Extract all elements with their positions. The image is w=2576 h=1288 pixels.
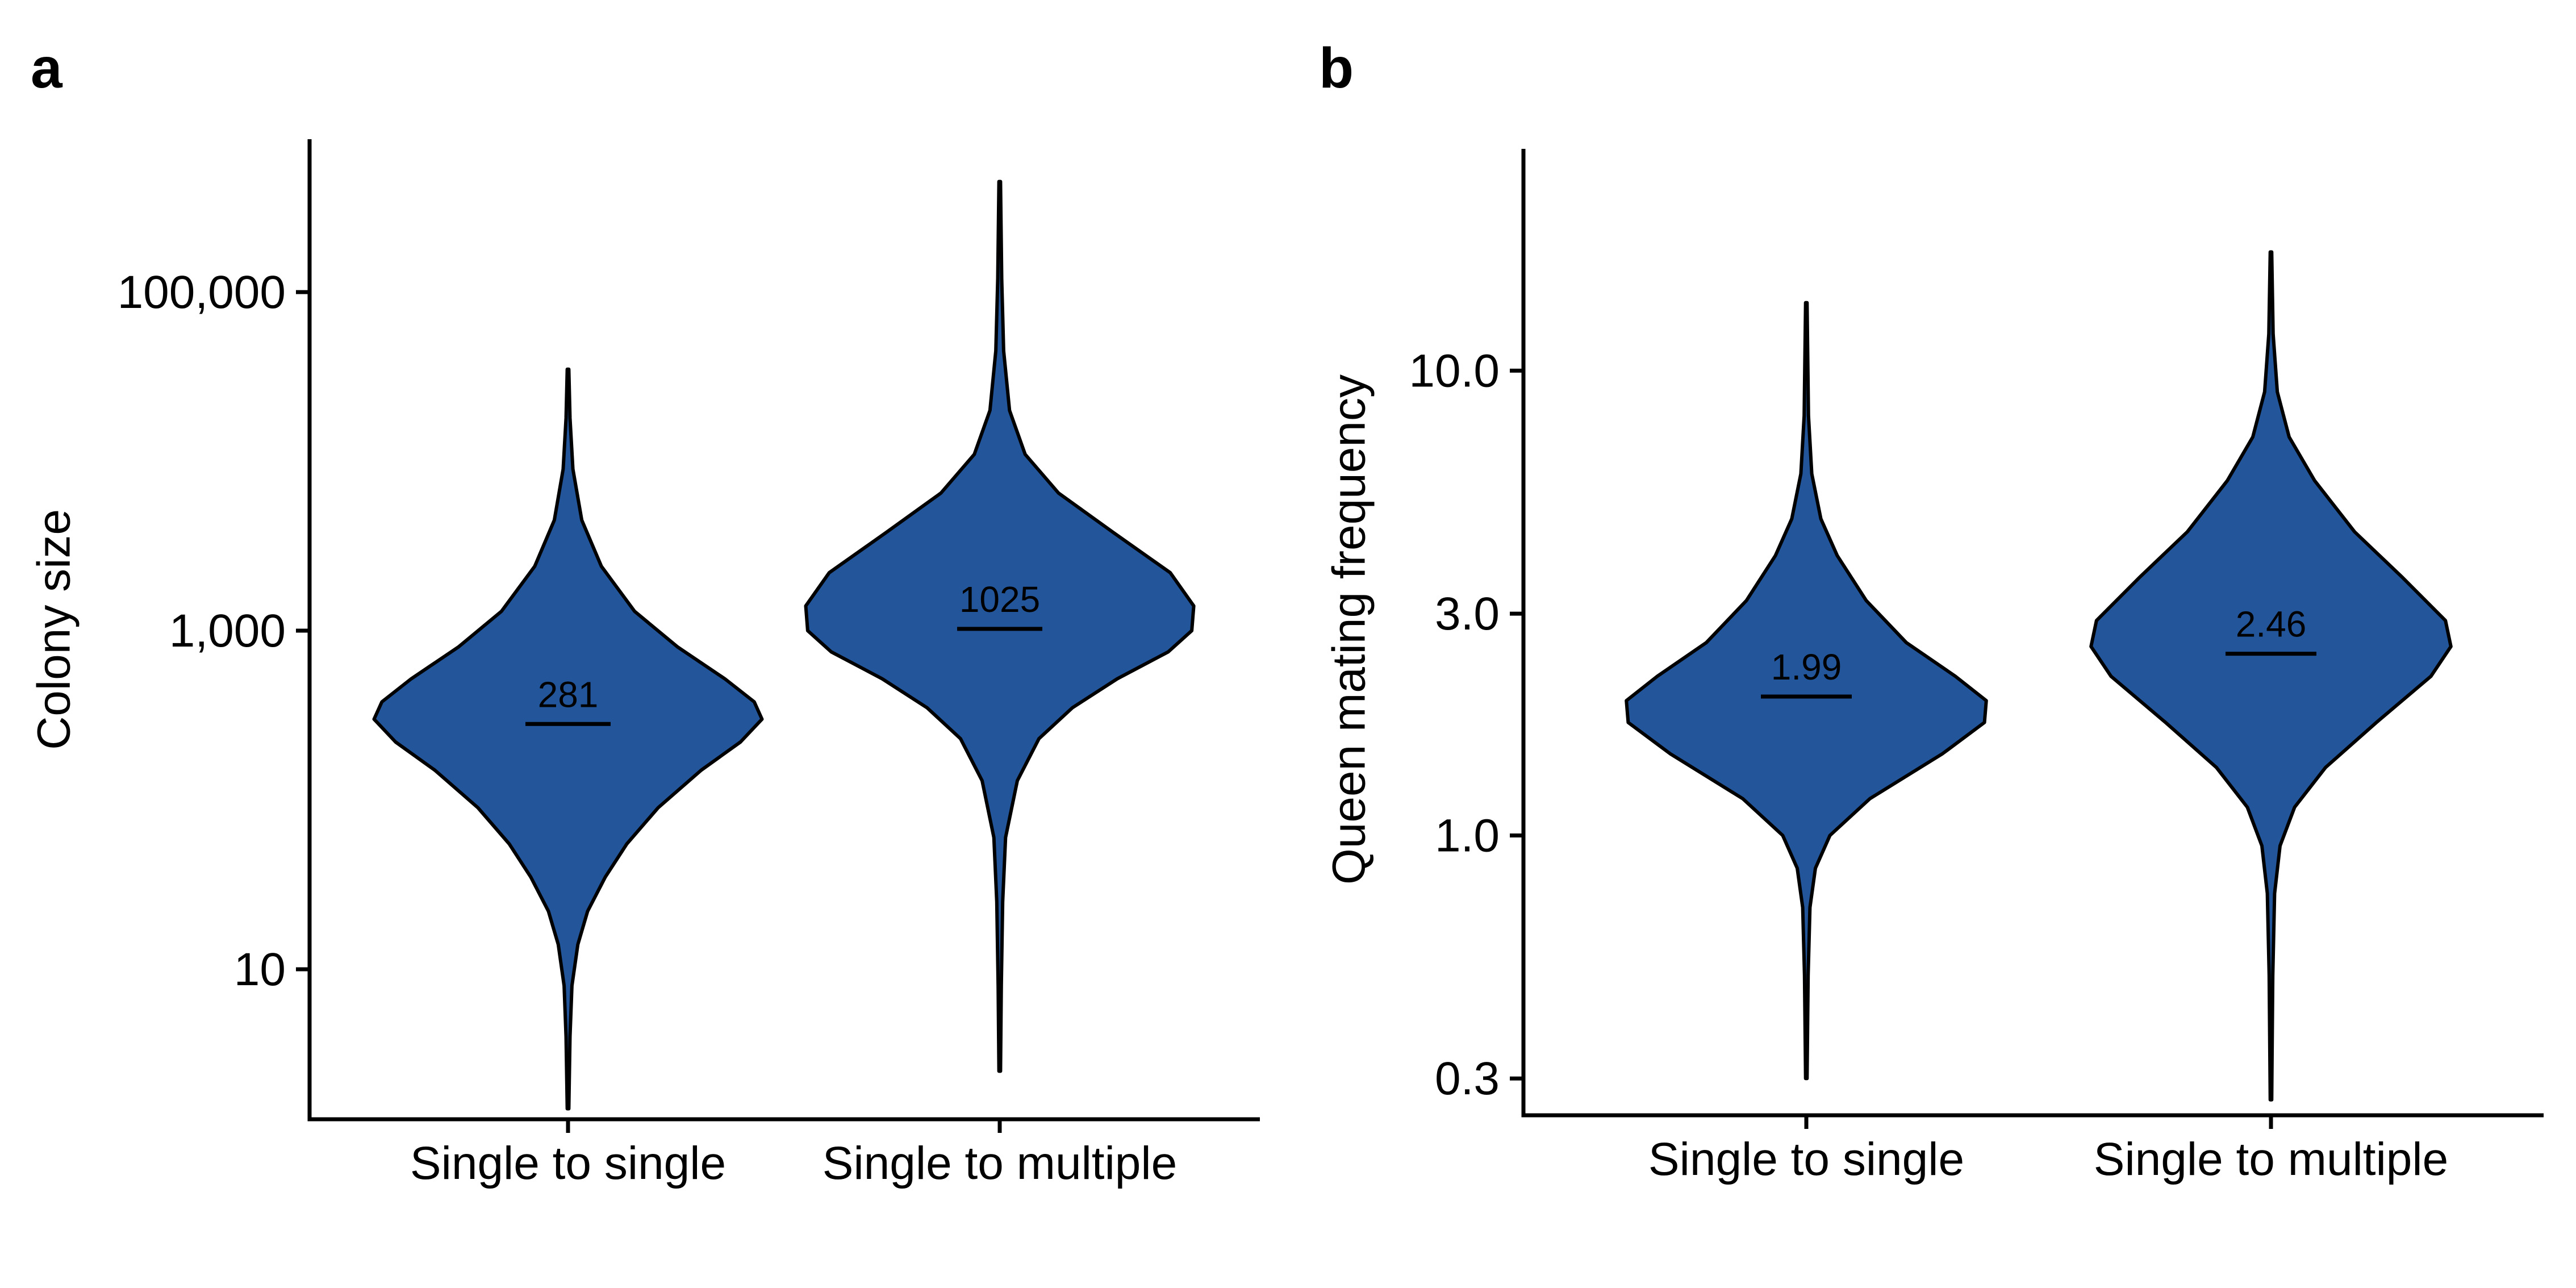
panel-b-x-tick-label-1: Single to single (1648, 1133, 1964, 1185)
panel-b-y-tick-label-4: 10.0 (1409, 345, 1500, 397)
panel-b-violin-1 (1625, 301, 1988, 1081)
panel-b-chart: 1.99 Single to single 2.46 Single to multip… (1324, 149, 2544, 1185)
panel-a-y-tick-label-3: 100,000 (118, 266, 286, 318)
panel-a-letter: a (31, 36, 62, 100)
panel-b-y-tick-label-2: 1.0 (1435, 810, 1500, 861)
panel-a-y-axis-label: Colony size (28, 509, 80, 750)
panel-a-y-tick-label-2: 1,000 (169, 605, 286, 657)
panel-a-x-tick-label-2: Single to multiple (823, 1137, 1177, 1189)
panel-b-letter: b (1319, 36, 1354, 100)
panel-a-median-label-2: 1025 (959, 579, 1040, 620)
panel-a-x-tick-label-1: Single to single (410, 1137, 726, 1189)
panel-b-y-tick-label-3: 3.0 (1435, 588, 1500, 640)
panel-a-violin-1 (372, 367, 764, 1111)
panel-a-violin-2 (804, 180, 1196, 1073)
panel-b-median-label-2: 2.46 (2236, 604, 2307, 645)
panel-b-median-label-1: 1.99 (1771, 647, 1842, 687)
panel-b-violin-2 (2089, 250, 2453, 1102)
panel-a-y-tick-label-1: 10 (234, 944, 286, 995)
panel-a-chart: 281 Single to single 1025 Single to multipl… (28, 139, 1260, 1189)
panel-b-y-tick-label-1: 0.3 (1435, 1053, 1500, 1104)
panel-b-x-tick-label-2: Single to multiple (2094, 1133, 2448, 1185)
panel-a-median-label-1: 281 (538, 674, 599, 715)
panel-b-y-axis-label: Queen mating frequency (1324, 374, 1375, 885)
